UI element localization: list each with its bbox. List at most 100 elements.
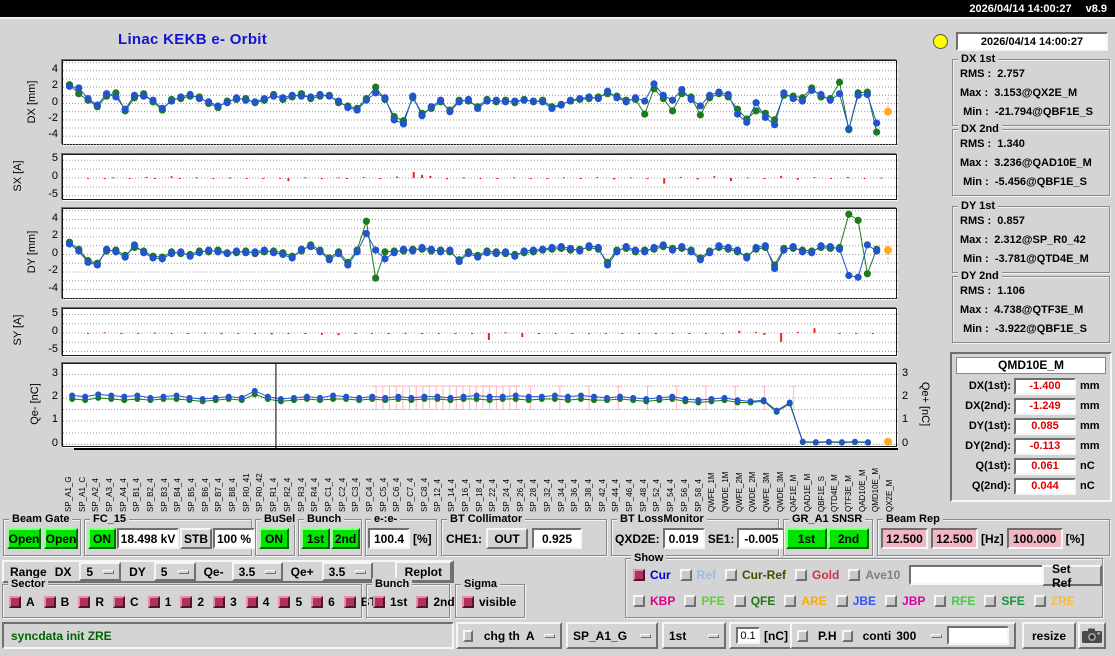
bt-collimator-out-button[interactable]: OUT (486, 528, 529, 549)
checkbox[interactable] (245, 596, 258, 608)
bunch-checkbox-2nd[interactable]: 2nd (416, 595, 455, 609)
fc15-on-button[interactable]: ON (88, 528, 116, 549)
bunch-checkbox-1st[interactable]: 1st (373, 595, 407, 609)
show-checkbox-are[interactable]: ARE (784, 594, 827, 608)
checkbox[interactable] (795, 569, 808, 581)
monitor-row: DX(1st): -1.400 mm (956, 376, 1106, 396)
set-ref-input[interactable] (909, 565, 1067, 585)
bunch-select-dropdown[interactable]: 1st (669, 626, 719, 645)
checkbox[interactable] (147, 596, 160, 608)
ee-ratio-value: 100.4 (368, 528, 410, 549)
chart-SX[interactable] (62, 154, 898, 200)
y-tick-label-right: 3 (902, 366, 909, 379)
sector-group: Sector A B R C 1 2 3 4 5 6 BT (2, 578, 377, 618)
chart-Qe[interactable] (62, 363, 898, 448)
checkbox-label: PFE (701, 594, 725, 608)
checkbox[interactable] (78, 596, 91, 608)
show-checkbox-zre[interactable]: ZRE (1033, 594, 1075, 608)
sector-checkbox-3[interactable]: 3 (213, 595, 237, 609)
x-axis-label: SP_B5_4 (187, 478, 197, 512)
checkbox[interactable] (462, 596, 474, 608)
checkbox[interactable] (848, 569, 861, 581)
checkbox[interactable] (180, 596, 193, 608)
chg-th-dropdown[interactable]: A (525, 626, 555, 645)
bunch-2nd-button[interactable]: 2nd (331, 528, 360, 549)
checkbox[interactable] (984, 595, 997, 607)
show-checkbox-pfe[interactable]: PFE (684, 594, 725, 608)
busel-on-button[interactable]: ON (259, 528, 289, 549)
checkbox[interactable] (679, 569, 692, 581)
chart-DX[interactable] (62, 60, 898, 145)
checkbox[interactable] (311, 596, 324, 608)
show-checkbox-cur-ref[interactable]: Cur-Ref (725, 568, 786, 582)
gr-a1-snsr-group: GR_A1 SNSR 1st 2nd (783, 513, 873, 556)
checkbox[interactable] (934, 595, 947, 607)
show-checkbox-cur[interactable]: Cur (633, 568, 671, 582)
sector-checkbox-5[interactable]: 5 (278, 595, 302, 609)
checkbox-label: 1 (164, 595, 172, 609)
sector-checkbox-c[interactable]: C (113, 595, 139, 609)
checkbox[interactable] (784, 595, 797, 607)
show-checkbox-ave10[interactable]: Ave10 (848, 568, 900, 582)
checkbox[interactable] (1033, 595, 1046, 607)
gr-a1-2nd-button[interactable]: 2nd (828, 528, 869, 549)
threshold-input[interactable]: 0.1 (736, 627, 760, 644)
checkbox[interactable] (43, 596, 56, 608)
sp-select-dropdown[interactable]: SP_A1_G (573, 626, 651, 645)
checkbox[interactable] (684, 595, 697, 607)
checkbox[interactable] (213, 596, 226, 608)
checkbox[interactable] (373, 596, 385, 608)
navg-dropdown[interactable]: 300 (896, 626, 943, 645)
beam-gate-open-1-button[interactable]: Open (7, 528, 41, 549)
checkbox-label: 1st (390, 595, 408, 609)
checkbox[interactable] (725, 569, 738, 581)
bunch-1st-button[interactable]: 1st (301, 528, 330, 549)
checkbox[interactable] (278, 596, 291, 608)
sector-checkbox-6[interactable]: 6 (311, 595, 335, 609)
checkbox[interactable] (835, 595, 848, 607)
ph-checkbox[interactable] (797, 629, 809, 642)
conti-checkbox[interactable] (841, 629, 853, 642)
show-checkbox-ref[interactable]: Ref (679, 568, 716, 582)
sector-checkbox-b[interactable]: B (43, 595, 69, 609)
show-checkbox-rfe[interactable]: RFE (934, 594, 975, 608)
range-qe-plus-dropdown[interactable]: 3.5 (321, 562, 373, 581)
checkbox[interactable] (633, 595, 645, 607)
beam-gate-open-2-button[interactable]: Open (44, 528, 78, 549)
gr-a1-1st-button[interactable]: 1st (786, 528, 827, 549)
sector-checkbox-r[interactable]: R (78, 595, 104, 609)
show-checkbox-gold[interactable]: Gold (795, 568, 839, 582)
range-dy-dropdown[interactable]: 5 (153, 562, 196, 581)
sector-checkbox-2[interactable]: 2 (180, 595, 204, 609)
x-axis-label: SP_42_4 (597, 479, 607, 512)
checkbox[interactable] (885, 595, 898, 607)
range-qe-minus-dropdown[interactable]: 3.5 (231, 562, 283, 581)
show-group: Show Cur Ref Cur-Ref Gold Ave10 Set Ref KBP P… (625, 552, 1103, 618)
resize-button[interactable]: resize (1022, 622, 1077, 649)
camera-button[interactable] (1078, 622, 1106, 649)
show-checkbox-kbp[interactable]: KBP (633, 594, 675, 608)
range-dx-dropdown[interactable]: 5 (79, 562, 122, 581)
checkbox[interactable] (343, 596, 356, 608)
checkbox[interactable] (9, 596, 21, 608)
chart-DY[interactable] (62, 208, 898, 299)
replot-button[interactable]: Replot (394, 561, 452, 582)
checkbox[interactable] (633, 569, 645, 581)
set-ref-button[interactable]: Set Ref (1042, 562, 1102, 590)
show-checkbox-sfe[interactable]: SFE (984, 594, 1025, 608)
chart-SY[interactable] (62, 308, 898, 356)
show-checkbox-qfe[interactable]: QFE (733, 594, 775, 608)
chg-th-checkbox[interactable] (463, 629, 473, 642)
checkbox[interactable] (733, 595, 746, 607)
sigma-checkbox-visible[interactable]: visible (462, 595, 516, 609)
sector-checkbox-1[interactable]: 1 (147, 595, 172, 609)
checkbox[interactable] (416, 596, 429, 608)
sector-checkbox-a[interactable]: A (9, 595, 35, 609)
sector-checkbox-bt[interactable]: BT (343, 595, 377, 609)
free-text-input[interactable] (947, 626, 1010, 645)
fc15-stb-button[interactable]: STB (180, 528, 212, 549)
sector-checkbox-4[interactable]: 4 (245, 595, 269, 609)
checkbox[interactable] (113, 596, 126, 608)
show-checkbox-jbp[interactable]: JBP (885, 594, 925, 608)
show-checkbox-jbe[interactable]: JBE (835, 594, 876, 608)
